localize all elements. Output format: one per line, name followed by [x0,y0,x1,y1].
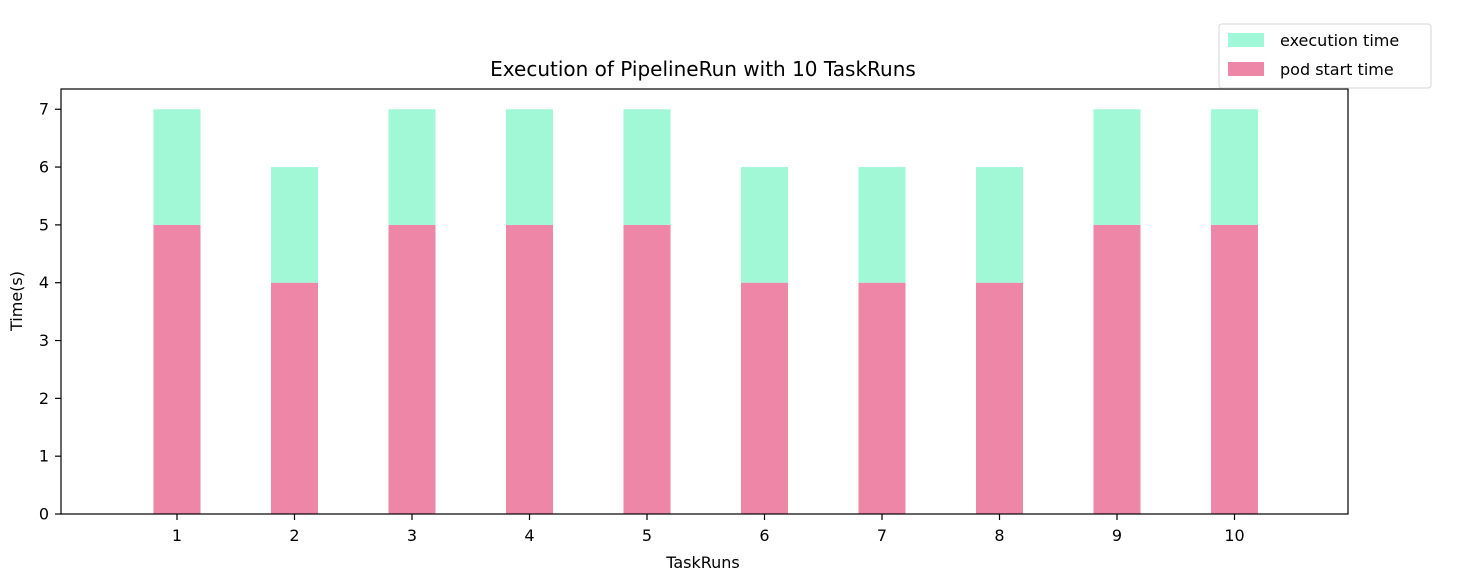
bar-pod-start-time-6 [741,282,788,514]
bar-execution-time-6 [741,167,788,283]
x-tick-label: 5 [642,526,652,545]
y-tick-label: 7 [39,100,49,119]
x-tick-label: 2 [289,526,299,545]
legend-swatch-pod-start-time [1228,62,1264,76]
x-tick-label: 6 [759,526,769,545]
bar-pod-start-time-1 [153,224,201,515]
bar-execution-time-9 [1093,109,1141,225]
bar-pod-start-time-3 [388,224,436,515]
y-tick-label: 6 [39,158,49,177]
legend-label-execution-time: execution time [1280,31,1399,50]
bar-execution-time-5 [623,109,671,225]
bar-pod-start-time-7 [858,282,906,514]
bar-pod-start-time-2 [271,282,318,514]
bar-pod-start-time-4 [506,224,553,515]
bars-layer [153,109,1258,515]
bar-execution-time-1 [153,109,201,225]
bar-pod-start-time-9 [1093,224,1141,515]
y-tick-label: 0 [39,505,49,524]
y-tick-label: 3 [39,331,49,350]
legend: execution time pod start time [1218,23,1432,89]
bar-execution-time-4 [506,109,553,225]
bar-execution-time-3 [388,109,436,225]
y-tick-label: 4 [39,273,49,292]
bar-pod-start-time-8 [976,282,1023,514]
y-tick-label: 2 [39,389,49,408]
bar-execution-time-2 [271,167,318,283]
x-tick-label: 10 [1224,526,1244,545]
y-tick-label: 1 [39,447,49,466]
chart-title: Execution of PipelineRun with 10 TaskRun… [490,57,916,81]
bar-execution-time-10 [1211,109,1258,225]
bar-pod-start-time-10 [1211,224,1258,515]
x-tick-label: 4 [524,526,534,545]
x-tick-label: 1 [172,526,182,545]
legend-label-pod-start-time: pod start time [1280,60,1394,79]
y-tick-label: 5 [39,215,49,234]
x-tick-label: 7 [877,526,887,545]
x-tick-label: 3 [407,526,417,545]
legend-frame [1218,23,1432,89]
bar-execution-time-8 [976,167,1023,283]
x-tick-label: 9 [1112,526,1122,545]
x-tick-label: 8 [994,526,1004,545]
legend-swatch-execution-time [1228,33,1264,47]
x-axis: 1 2 3 4 5 6 7 8 9 10 [172,514,1245,545]
y-axis: 0 1 2 3 4 5 6 7 [39,100,61,524]
y-axis-label: Time(s) [7,271,26,332]
x-axis-label: TaskRuns [665,553,740,572]
bar-execution-time-7 [858,167,906,283]
bar-pod-start-time-5 [623,224,671,515]
plot-area-frame [60,88,1349,515]
